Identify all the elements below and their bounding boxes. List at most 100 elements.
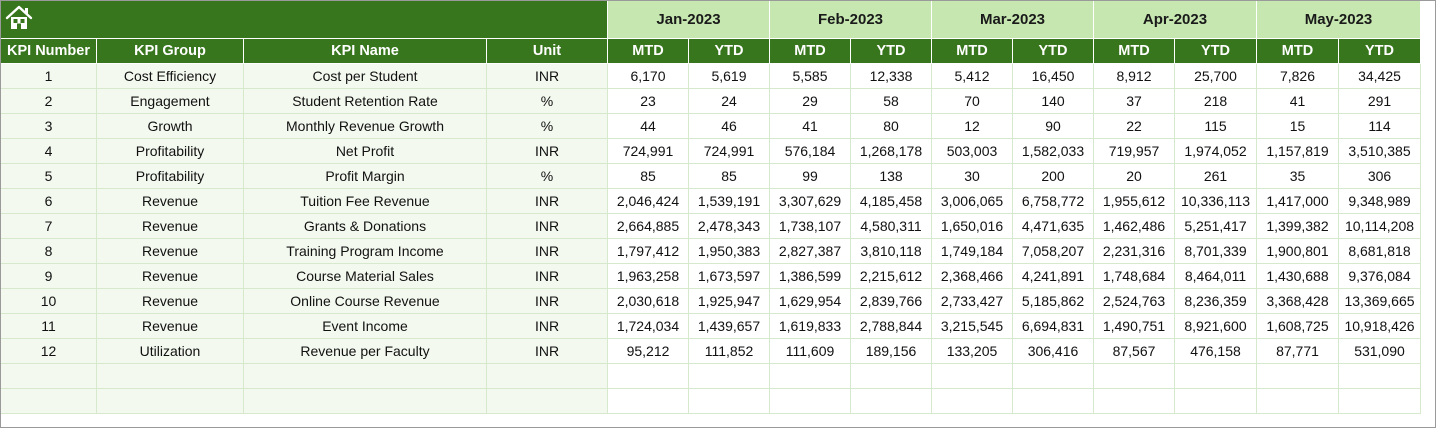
jan-ytd-cell[interactable]: 724,991	[688, 138, 770, 164]
empty-cell[interactable]	[243, 388, 487, 414]
unit-cell[interactable]: INR	[486, 338, 608, 364]
may-ytd-cell[interactable]: 3,510,385	[1338, 138, 1421, 164]
feb-ytd-cell[interactable]: 2,839,766	[850, 288, 932, 314]
mar-ytd-cell[interactable]: 306,416	[1012, 338, 1094, 364]
empty-cell[interactable]	[243, 363, 487, 389]
empty-cell[interactable]	[850, 363, 932, 389]
jan-mtd-cell[interactable]: 95,212	[607, 338, 689, 364]
mar-ytd-cell[interactable]: 7,058,207	[1012, 238, 1094, 264]
kpi-group-cell[interactable]: Revenue	[96, 263, 244, 289]
kpi-number-cell[interactable]: 5	[0, 163, 97, 189]
kpi-name-cell[interactable]: Monthly Revenue Growth	[243, 113, 487, 139]
jan-mtd-cell[interactable]: 85	[607, 163, 689, 189]
kpi-number-cell[interactable]: 4	[0, 138, 97, 164]
kpi-name-cell[interactable]: Course Material Sales	[243, 263, 487, 289]
feb-mtd-cell[interactable]: 99	[769, 163, 851, 189]
unit-cell[interactable]: %	[486, 88, 608, 114]
mar-ytd-cell[interactable]: 16,450	[1012, 63, 1094, 89]
kpi-name-cell[interactable]: Revenue per Faculty	[243, 338, 487, 364]
feb-ytd-cell[interactable]: 1,268,178	[850, 138, 932, 164]
apr-ytd-cell[interactable]: 261	[1174, 163, 1257, 189]
may-mtd-cell[interactable]: 35	[1256, 163, 1339, 189]
apr-ytd-cell[interactable]: 5,251,417	[1174, 213, 1257, 239]
feb-mtd-cell[interactable]: 1,386,599	[769, 263, 851, 289]
jan-mtd-cell[interactable]: 2,030,618	[607, 288, 689, 314]
kpi-number-cell[interactable]: 7	[0, 213, 97, 239]
empty-cell[interactable]	[1012, 388, 1094, 414]
mar-mtd-cell[interactable]: 503,003	[931, 138, 1013, 164]
may-mtd-cell[interactable]: 3,368,428	[1256, 288, 1339, 314]
jan-ytd-cell[interactable]: 1,673,597	[688, 263, 770, 289]
apr-mtd-cell[interactable]: 20	[1093, 163, 1175, 189]
jan-mtd-cell[interactable]: 23	[607, 88, 689, 114]
mar-mtd-cell[interactable]: 1,749,184	[931, 238, 1013, 264]
jan-ytd-cell[interactable]: 24	[688, 88, 770, 114]
empty-cell[interactable]	[486, 388, 608, 414]
apr-ytd-cell[interactable]: 476,158	[1174, 338, 1257, 364]
feb-mtd-cell[interactable]: 2,827,387	[769, 238, 851, 264]
may-mtd-cell[interactable]: 7,826	[1256, 63, 1339, 89]
apr-ytd-cell[interactable]: 8,464,011	[1174, 263, 1257, 289]
feb-ytd-cell[interactable]: 4,185,458	[850, 188, 932, 214]
apr-ytd-cell[interactable]: 8,236,359	[1174, 288, 1257, 314]
jan-ytd-cell[interactable]: 46	[688, 113, 770, 139]
empty-cell[interactable]	[0, 363, 97, 389]
kpi-number-cell[interactable]: 9	[0, 263, 97, 289]
apr-mtd-cell[interactable]: 1,748,684	[1093, 263, 1175, 289]
kpi-number-cell[interactable]: 3	[0, 113, 97, 139]
feb-mtd-cell[interactable]: 1,629,954	[769, 288, 851, 314]
apr-mtd-cell[interactable]: 2,524,763	[1093, 288, 1175, 314]
mar-mtd-cell[interactable]: 2,368,466	[931, 263, 1013, 289]
mar-mtd-cell[interactable]: 3,215,545	[931, 313, 1013, 339]
kpi-number-cell[interactable]: 6	[0, 188, 97, 214]
may-ytd-cell[interactable]: 9,376,084	[1338, 263, 1421, 289]
feb-ytd-cell[interactable]: 2,788,844	[850, 313, 932, 339]
empty-cell[interactable]	[1256, 363, 1339, 389]
may-ytd-cell[interactable]: 531,090	[1338, 338, 1421, 364]
unit-cell[interactable]: %	[486, 163, 608, 189]
unit-cell[interactable]: INR	[486, 63, 608, 89]
may-ytd-cell[interactable]: 10,114,208	[1338, 213, 1421, 239]
empty-cell[interactable]	[1093, 388, 1175, 414]
kpi-name-cell[interactable]: Event Income	[243, 313, 487, 339]
feb-ytd-cell[interactable]: 2,215,612	[850, 263, 932, 289]
apr-ytd-cell[interactable]: 1,974,052	[1174, 138, 1257, 164]
apr-ytd-cell[interactable]: 218	[1174, 88, 1257, 114]
may-ytd-cell[interactable]: 10,918,426	[1338, 313, 1421, 339]
may-mtd-cell[interactable]: 1,399,382	[1256, 213, 1339, 239]
may-mtd-cell[interactable]: 1,900,801	[1256, 238, 1339, 264]
apr-ytd-cell[interactable]: 10,336,113	[1174, 188, 1257, 214]
apr-mtd-cell[interactable]: 87,567	[1093, 338, 1175, 364]
empty-cell[interactable]	[688, 363, 770, 389]
kpi-group-cell[interactable]: Cost Efficiency	[96, 63, 244, 89]
mar-mtd-cell[interactable]: 5,412	[931, 63, 1013, 89]
empty-cell[interactable]	[607, 388, 689, 414]
apr-mtd-cell[interactable]: 1,955,612	[1093, 188, 1175, 214]
empty-cell[interactable]	[96, 363, 244, 389]
unit-cell[interactable]: INR	[486, 188, 608, 214]
empty-cell[interactable]	[688, 388, 770, 414]
jan-mtd-cell[interactable]: 6,170	[607, 63, 689, 89]
kpi-group-cell[interactable]: Revenue	[96, 288, 244, 314]
jan-mtd-cell[interactable]: 1,797,412	[607, 238, 689, 264]
feb-mtd-cell[interactable]: 3,307,629	[769, 188, 851, 214]
apr-ytd-cell[interactable]: 8,701,339	[1174, 238, 1257, 264]
mar-mtd-cell[interactable]: 133,205	[931, 338, 1013, 364]
may-ytd-cell[interactable]: 13,369,665	[1338, 288, 1421, 314]
jan-ytd-cell[interactable]: 5,619	[688, 63, 770, 89]
kpi-name-cell[interactable]: Tuition Fee Revenue	[243, 188, 487, 214]
apr-mtd-cell[interactable]: 719,957	[1093, 138, 1175, 164]
mar-ytd-cell[interactable]: 4,241,891	[1012, 263, 1094, 289]
jan-ytd-cell[interactable]: 1,925,947	[688, 288, 770, 314]
mar-ytd-cell[interactable]: 5,185,862	[1012, 288, 1094, 314]
kpi-group-cell[interactable]: Revenue	[96, 313, 244, 339]
empty-cell[interactable]	[1093, 363, 1175, 389]
kpi-number-cell[interactable]: 11	[0, 313, 97, 339]
jan-mtd-cell[interactable]: 1,724,034	[607, 313, 689, 339]
apr-mtd-cell[interactable]: 1,462,486	[1093, 213, 1175, 239]
mar-ytd-cell[interactable]: 1,582,033	[1012, 138, 1094, 164]
mar-mtd-cell[interactable]: 3,006,065	[931, 188, 1013, 214]
empty-cell[interactable]	[1256, 388, 1339, 414]
may-ytd-cell[interactable]: 306	[1338, 163, 1421, 189]
jan-ytd-cell[interactable]: 85	[688, 163, 770, 189]
